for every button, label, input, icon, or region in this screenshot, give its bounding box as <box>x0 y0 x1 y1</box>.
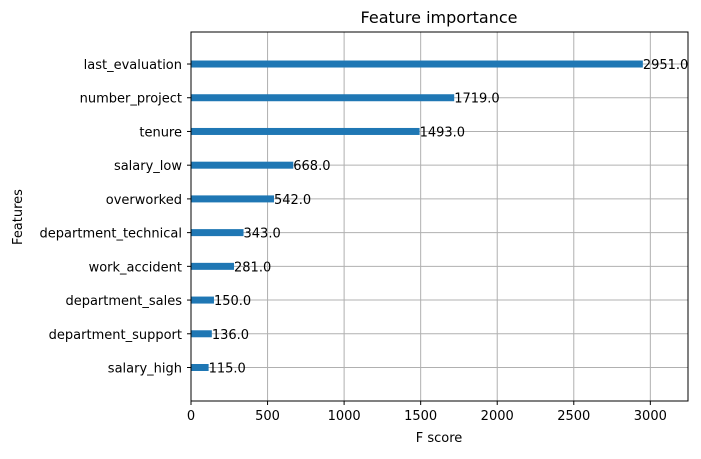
x-tick-label: 0 <box>187 409 195 424</box>
chart-title: Feature importance <box>361 8 518 27</box>
y-tick-label: tenure <box>139 125 182 140</box>
bar-department-sales <box>191 296 214 304</box>
bar-work-accident <box>191 262 235 270</box>
data-label: 115.0 <box>209 362 246 377</box>
bar-number-project <box>191 94 455 102</box>
x-axis-label: F score <box>416 431 463 446</box>
bar-salary-high <box>191 364 209 371</box>
y-tick-label: department_support <box>49 328 182 343</box>
data-label: 1719.0 <box>454 92 500 107</box>
y-tick-label: work_accident <box>89 260 182 275</box>
data-label: 2951.0 <box>643 58 689 73</box>
plot-frame <box>190 31 689 402</box>
data-label: 281.0 <box>234 260 271 275</box>
y-tick-label: number_project <box>80 92 182 107</box>
bar-last-evaluation <box>191 60 643 68</box>
grid-layer <box>190 32 688 401</box>
y-tick-label: salary_low <box>114 159 182 174</box>
y-axis-label: Features <box>11 189 26 245</box>
y-tick-label: salary_high <box>108 362 182 377</box>
ticks-layer <box>187 63 651 405</box>
x-tick-label: 1000 <box>328 409 361 424</box>
x-tick-label: 2000 <box>481 409 514 424</box>
y-tick-label: overworked <box>106 193 182 208</box>
labels-layer: 0 500 1000 1500 2000 2500 3000 salary_high 115.0… <box>40 58 689 424</box>
bar-department-technical <box>191 229 244 237</box>
y-tick-label: department_sales <box>65 294 182 309</box>
data-label: 668.0 <box>293 159 330 174</box>
x-tick-label: 1500 <box>404 409 437 424</box>
bar-overworked <box>191 195 274 203</box>
y-tick-label: department_technical <box>40 227 182 242</box>
x-tick-label: 2500 <box>557 409 590 424</box>
bar-salary-low <box>191 161 294 169</box>
bars-layer <box>191 60 643 371</box>
data-label: 1493.0 <box>420 125 466 140</box>
bar-tenure <box>191 127 420 135</box>
y-tick-label: last_evaluation <box>84 58 182 73</box>
x-tick-label: 3000 <box>634 409 667 424</box>
data-label: 542.0 <box>274 193 311 208</box>
data-label: 343.0 <box>244 227 281 242</box>
bar-department-support <box>191 330 212 338</box>
data-label: 136.0 <box>212 328 249 343</box>
x-tick-label: 500 <box>255 409 280 424</box>
data-label: 150.0 <box>214 294 251 309</box>
